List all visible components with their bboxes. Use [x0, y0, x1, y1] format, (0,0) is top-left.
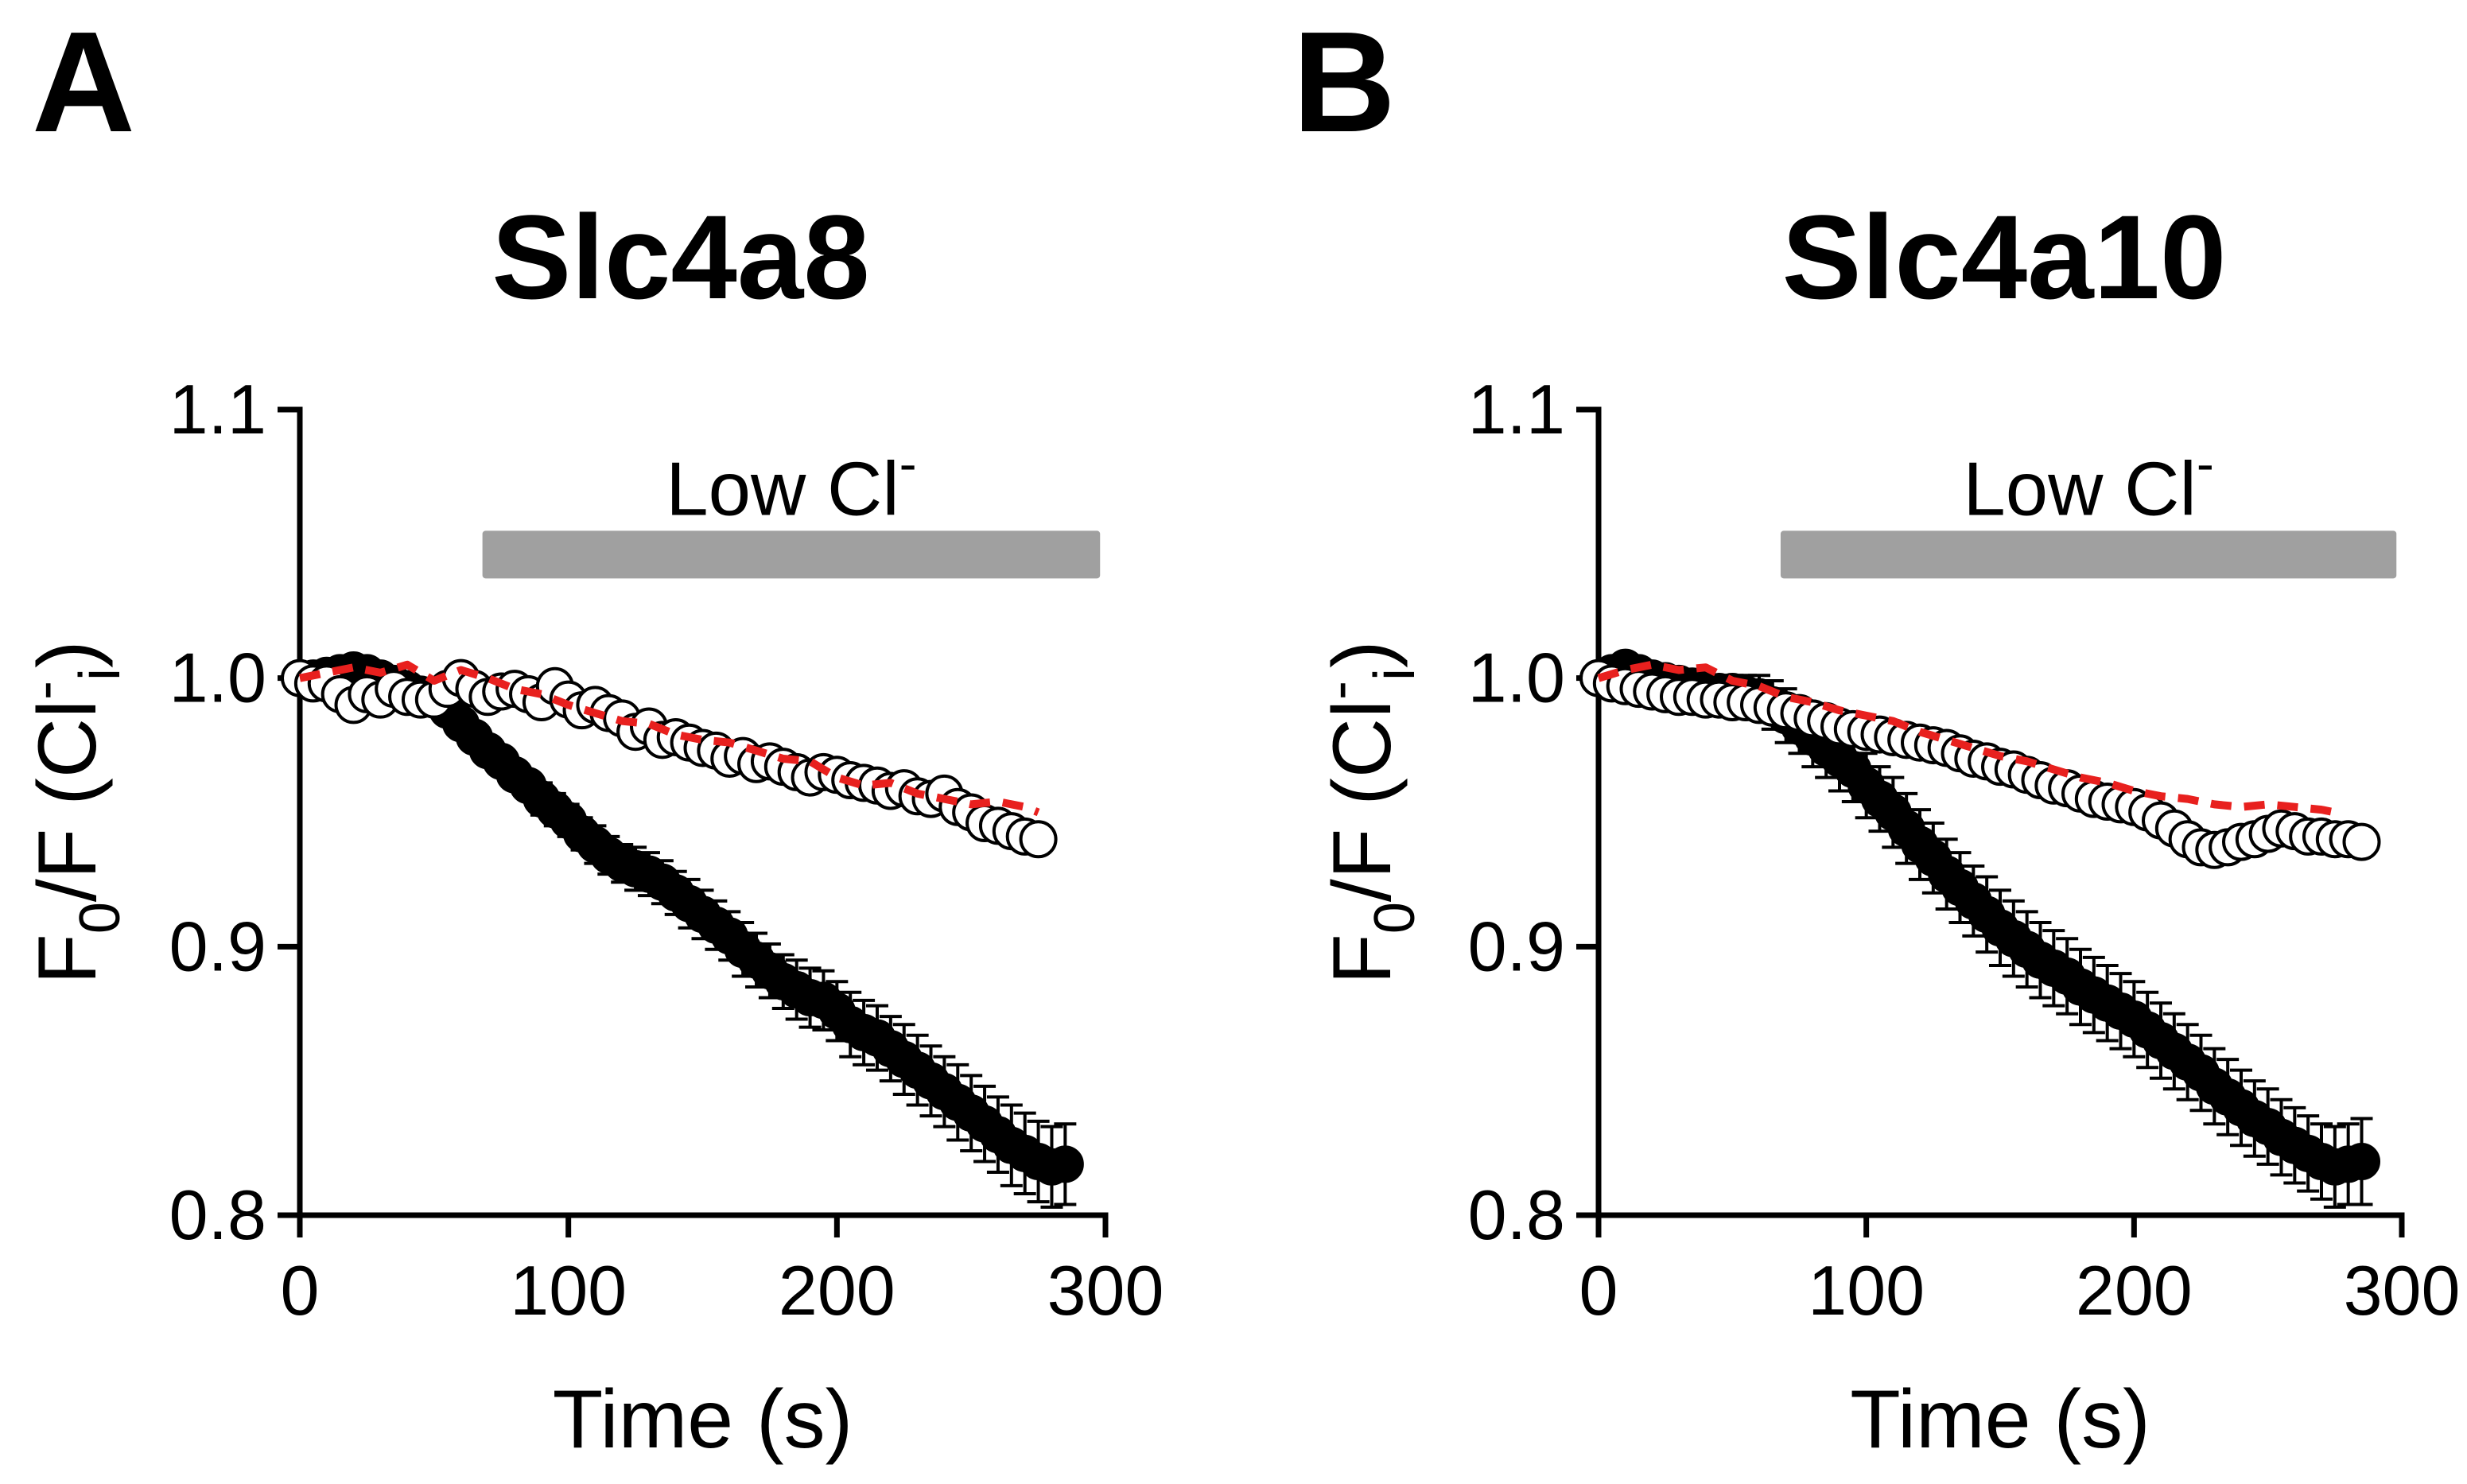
filled-point: [1046, 1145, 1084, 1183]
x-axis-label: Time (s): [553, 1373, 853, 1466]
y-tick-label: 1.0: [169, 639, 266, 717]
x-axis-label: Time (s): [1850, 1373, 2150, 1466]
y-label-part: /F (Cl: [1316, 700, 1408, 902]
y-tick-label: 0.9: [1468, 907, 1565, 985]
y-tick-label: 0.8: [1468, 1175, 1565, 1254]
y-tick-label: 0.8: [169, 1175, 266, 1254]
low-cl-label: Low Cl-: [1963, 433, 2213, 531]
y-tick-label: 1.1: [1468, 370, 1565, 449]
panel-letter: A: [32, 2, 135, 162]
x-tick-label: 200: [2076, 1251, 2193, 1330]
x-tick-label: 0: [281, 1251, 320, 1330]
x-tick-label: 300: [2344, 1251, 2461, 1330]
y-label-part: ): [21, 640, 114, 668]
x-tick-label: 200: [779, 1251, 896, 1330]
y-label-part: 0: [1363, 902, 1427, 934]
low-cl-label-sup: -: [2197, 433, 2214, 492]
fit-line: [1597, 660, 2336, 817]
y-axis-label: F0/F (Cl-i): [13, 640, 132, 984]
y-label-part: i: [1363, 668, 1427, 681]
chart-title: Slc4a10: [1782, 190, 2227, 324]
low-cl-bar: [1780, 530, 2397, 579]
x-tick-label: 100: [1808, 1251, 1925, 1330]
x-tick-label: 100: [510, 1251, 627, 1330]
y-tick-label: 1.1: [169, 370, 266, 449]
low-cl-label-sup: -: [899, 433, 917, 492]
filled-point: [2343, 1142, 2380, 1180]
y-label-part: -: [1307, 681, 1371, 700]
y-tick-label: 1.0: [1468, 639, 1565, 717]
y-label-part: F: [1316, 934, 1408, 985]
series-filled: [1579, 648, 2380, 1186]
y-label-part: -: [13, 681, 76, 700]
y-label-part: F: [21, 934, 114, 985]
series-open: [281, 658, 1058, 859]
panel-letter: B: [1292, 2, 1396, 162]
series-open: [1579, 658, 2381, 869]
open-point: [2342, 822, 2381, 861]
chart-title: Slc4a8: [491, 190, 869, 324]
low-cl-label: Low Cl-: [666, 433, 916, 531]
y-label-part: /F (Cl: [21, 700, 114, 902]
x-tick-label: 300: [1047, 1251, 1164, 1330]
y-label-part: 0: [68, 902, 132, 934]
low-cl-bar: [482, 530, 1101, 579]
y-tick-label: 0.9: [169, 907, 266, 985]
x-tick-label: 0: [1579, 1251, 1618, 1330]
y-label-part: ): [1316, 640, 1408, 668]
y-label-part: i: [68, 668, 132, 681]
open-point: [1019, 820, 1058, 859]
y-axis-label: F0/F (Cl-i): [1307, 640, 1427, 984]
